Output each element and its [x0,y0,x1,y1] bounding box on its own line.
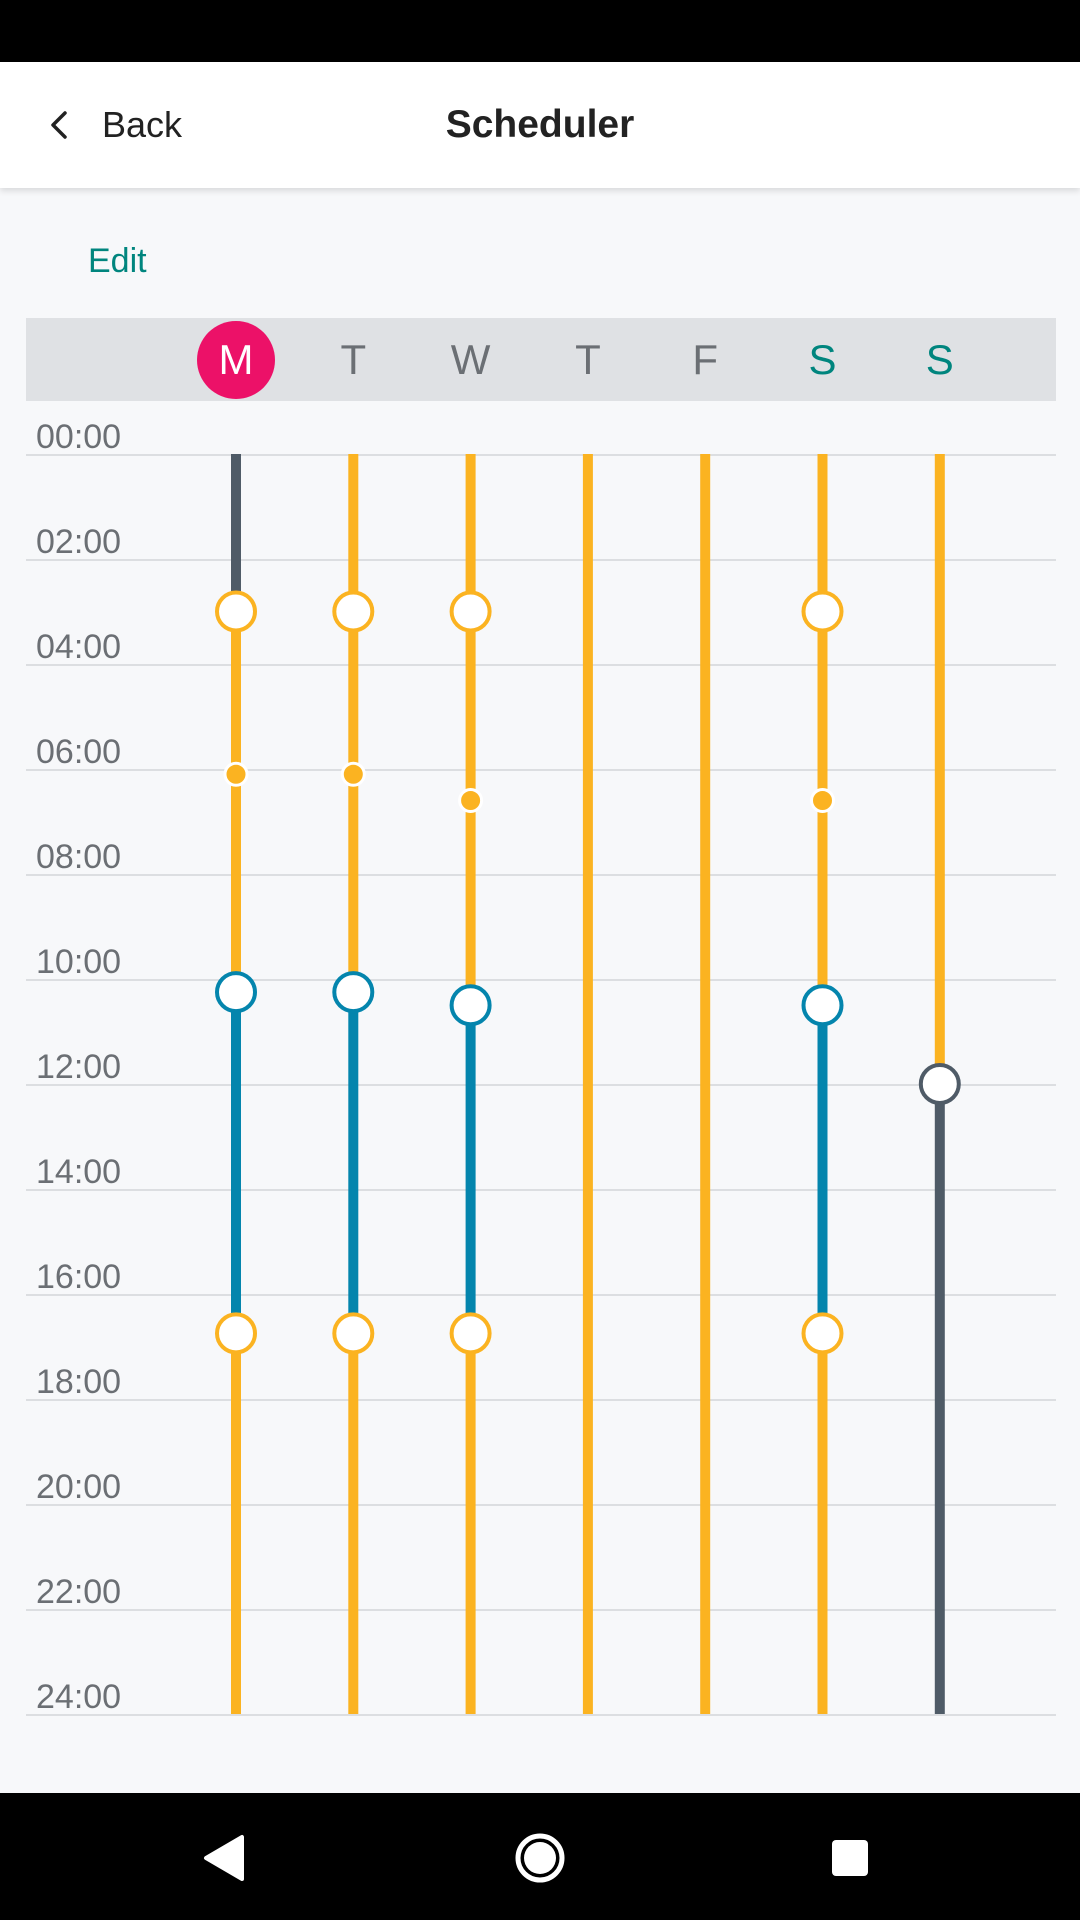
time-label: 00:00 [36,418,122,456]
segment-comfort [465,454,476,1006]
back-button[interactable]: Back [40,90,220,160]
segment-comfort [348,454,359,993]
time-label: 02:00 [36,523,122,561]
segment-eco [348,992,359,1334]
day-letter: S [808,336,837,383]
grid-line [26,874,1056,876]
segment-comfort [348,1333,359,1714]
time-label: 08:00 [36,838,122,876]
day-label-3[interactable]: T [548,318,628,401]
switch-point-handle[interactable] [449,984,492,1027]
time-point-marker [458,788,484,813]
circle-home-icon[interactable] [505,1823,575,1893]
time-label: 14:00 [36,1153,122,1191]
switch-point-handle[interactable] [801,590,844,633]
chevron-left-icon [51,111,67,139]
day-letter: T [575,336,601,383]
day-label-2[interactable]: W [431,318,511,401]
grid-line [26,559,1056,561]
switch-point-handle[interactable] [332,590,375,633]
segment-off [231,454,241,612]
grid-line [26,1714,1056,1716]
grid-line [26,1084,1056,1086]
switch-point-handle[interactable] [332,1312,375,1355]
square-recents-icon[interactable] [815,1823,885,1893]
time-label: 12:00 [36,1048,122,1086]
segment-comfort [231,611,241,993]
day-label-5[interactable]: S [783,318,863,401]
triangle-back-icon[interactable] [190,1823,260,1893]
segment-eco [817,1005,828,1334]
time-label: 04:00 [36,628,122,666]
segment-comfort [817,1333,828,1714]
day-label-6[interactable]: S [900,318,980,401]
grid-line [26,1399,1056,1401]
today-indicator [197,321,275,399]
day-letter: T [340,336,367,383]
app-bar: Scheduler Back [0,62,1080,188]
grid-line [26,1189,1056,1191]
edit-button[interactable]: Edit [88,242,147,280]
time-label: 06:00 [36,733,122,771]
time-label: 10:00 [36,943,122,981]
switch-point-handle[interactable] [215,590,257,633]
segment-comfort [231,1333,241,1714]
grid-line [26,979,1056,981]
switch-point-handle[interactable] [801,984,844,1027]
time-point-marker [810,788,835,813]
grid-line [26,1504,1056,1506]
day-label-0[interactable]: M [196,318,276,401]
day-letter: F [692,336,719,383]
day-letter: S [925,336,954,383]
grid-line [26,1609,1056,1611]
time-label: 16:00 [36,1258,122,1296]
segment-comfort [817,454,828,1006]
time-label: 20:00 [36,1468,122,1506]
segment-eco [231,992,241,1334]
time-label: 22:00 [36,1573,122,1611]
status-bar [0,0,1080,62]
segment-eco [465,1005,476,1334]
switch-point-handle[interactable] [449,590,492,633]
back-label: Back [102,104,183,145]
switch-point-handle[interactable] [215,1312,257,1355]
time-point-marker [223,761,249,787]
grid-line [26,769,1056,771]
day-label-1[interactable]: T [313,318,393,401]
navigation-bar [0,1793,1080,1920]
time-label: 24:00 [36,1678,122,1716]
time-point-marker [340,761,366,787]
day-label-4[interactable]: F [665,318,745,401]
grid-line [26,1294,1056,1296]
time-label: 18:00 [36,1363,122,1401]
grid-line [26,454,1056,456]
switch-point-handle[interactable] [801,1312,844,1355]
switch-point-handle[interactable] [449,1312,492,1355]
day-letter: W [450,336,491,383]
grid-line [26,664,1056,666]
day-letter: M [218,336,254,383]
segment-comfort [465,1333,476,1714]
